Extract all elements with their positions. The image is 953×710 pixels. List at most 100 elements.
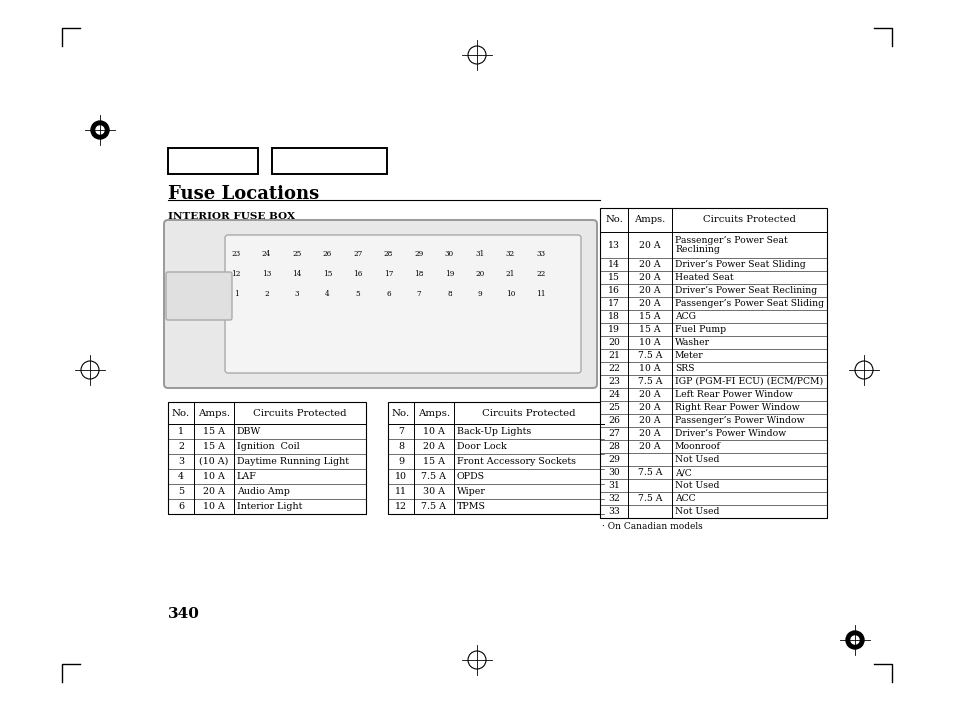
Text: 20 A: 20 A (639, 403, 660, 412)
Text: 8: 8 (447, 290, 452, 298)
Text: 16: 16 (607, 286, 619, 295)
Text: DBW: DBW (236, 427, 261, 436)
Text: 7.5 A: 7.5 A (638, 351, 661, 360)
Bar (599, 208, 826, 518)
Text: Not Used: Not Used (675, 507, 719, 516)
Text: 19: 19 (607, 325, 619, 334)
Text: Driver’s Power Seat Sliding: Driver’s Power Seat Sliding (675, 260, 805, 269)
Text: 20 A: 20 A (639, 299, 660, 308)
Text: Fuse Locations: Fuse Locations (168, 185, 319, 203)
Text: 8: 8 (397, 442, 403, 451)
Text: 19: 19 (444, 270, 454, 278)
Circle shape (96, 126, 104, 134)
Text: Back-Up Lights: Back-Up Lights (456, 427, 531, 436)
Text: 32: 32 (505, 250, 515, 258)
Text: · On Canadian models: · On Canadian models (601, 522, 702, 531)
Text: Circuits Protected: Circuits Protected (253, 408, 346, 417)
Text: 20 A: 20 A (422, 442, 444, 451)
Bar (272, 148, 387, 174)
Text: 7: 7 (416, 290, 421, 298)
Text: Heated Seat: Heated Seat (675, 273, 733, 282)
Text: 5: 5 (178, 487, 184, 496)
Text: Left Rear Power Window: Left Rear Power Window (675, 390, 792, 399)
Text: Driver’s Power Window: Driver’s Power Window (675, 429, 785, 438)
Text: No.: No. (392, 408, 410, 417)
Text: 3: 3 (178, 457, 184, 466)
Text: 18: 18 (414, 270, 423, 278)
FancyBboxPatch shape (164, 220, 597, 388)
Text: 10 A: 10 A (422, 427, 444, 436)
Text: 1: 1 (233, 290, 238, 298)
Circle shape (850, 636, 858, 644)
Text: 10: 10 (395, 472, 407, 481)
Text: 13: 13 (262, 270, 271, 278)
Text: 32: 32 (607, 494, 619, 503)
Text: Not Used: Not Used (675, 481, 719, 490)
Text: 7.5 A: 7.5 A (638, 468, 661, 477)
Text: Front Accessory Sockets: Front Accessory Sockets (456, 457, 576, 466)
Text: 23: 23 (232, 250, 240, 258)
Text: 4: 4 (178, 472, 184, 481)
Text: Wiper: Wiper (456, 487, 485, 496)
Text: 20 A: 20 A (639, 390, 660, 399)
Text: 16: 16 (353, 270, 362, 278)
Text: Washer: Washer (675, 338, 709, 347)
Text: 3: 3 (294, 290, 299, 298)
Text: 29: 29 (414, 250, 423, 258)
Text: Circuits Protected: Circuits Protected (482, 408, 576, 417)
Text: 15 A: 15 A (639, 312, 660, 321)
Text: 28: 28 (607, 442, 619, 451)
Text: 7.5 A: 7.5 A (421, 472, 446, 481)
Text: 20 A: 20 A (639, 273, 660, 282)
Text: 15 A: 15 A (203, 427, 225, 436)
Text: 20 A: 20 A (639, 442, 660, 451)
Text: 20 A: 20 A (639, 241, 660, 249)
Text: 15: 15 (322, 270, 332, 278)
Text: INTERIOR FUSE BOX: INTERIOR FUSE BOX (168, 212, 294, 221)
Text: IGP (PGM-FI ECU) (ECM/PCM): IGP (PGM-FI ECU) (ECM/PCM) (675, 377, 822, 386)
Text: 10: 10 (505, 290, 515, 298)
Text: Passenger’s Power Seat: Passenger’s Power Seat (675, 236, 787, 245)
Text: 7: 7 (397, 427, 403, 436)
Text: Amps.: Amps. (197, 408, 230, 417)
Text: 10 A: 10 A (203, 502, 225, 511)
Text: 10 A: 10 A (639, 338, 660, 347)
Text: 23: 23 (607, 377, 619, 386)
Text: Circuits Protected: Circuits Protected (702, 216, 795, 224)
Text: 6: 6 (386, 290, 391, 298)
Text: Moonroof: Moonroof (675, 442, 720, 451)
Text: Not Used: Not Used (675, 455, 719, 464)
Text: 7.5 A: 7.5 A (421, 502, 446, 511)
Text: 17: 17 (607, 299, 619, 308)
Text: 2: 2 (264, 290, 269, 298)
Text: TPMS: TPMS (456, 502, 485, 511)
Text: 15 A: 15 A (422, 457, 444, 466)
Text: 17: 17 (383, 270, 393, 278)
Text: 29: 29 (607, 455, 619, 464)
Text: 33: 33 (536, 250, 545, 258)
Text: 30 A: 30 A (422, 487, 444, 496)
Text: Ignition  Coil: Ignition Coil (236, 442, 299, 451)
Text: Right Rear Power Window: Right Rear Power Window (675, 403, 799, 412)
Text: Reclining: Reclining (675, 245, 720, 254)
Text: 30: 30 (607, 468, 619, 477)
Text: Audio Amp: Audio Amp (236, 487, 290, 496)
Text: 25: 25 (607, 403, 619, 412)
Text: Amps.: Amps. (634, 216, 665, 224)
Text: LAF: LAF (236, 472, 256, 481)
Bar (388, 402, 603, 514)
Text: 20 A: 20 A (639, 416, 660, 425)
Text: Door Lock: Door Lock (456, 442, 506, 451)
Text: 14: 14 (292, 270, 301, 278)
Text: 28: 28 (383, 250, 393, 258)
Text: 7.5 A: 7.5 A (638, 494, 661, 503)
Text: 15 A: 15 A (203, 442, 225, 451)
Text: ACC: ACC (675, 494, 695, 503)
Text: 30: 30 (444, 250, 454, 258)
Text: 9: 9 (477, 290, 482, 298)
Text: 33: 33 (607, 507, 619, 516)
Text: 27: 27 (607, 429, 619, 438)
Text: Daytime Running Light: Daytime Running Light (236, 457, 349, 466)
Text: 20: 20 (607, 338, 619, 347)
Text: Driver’s Power Seat Reclining: Driver’s Power Seat Reclining (675, 286, 817, 295)
